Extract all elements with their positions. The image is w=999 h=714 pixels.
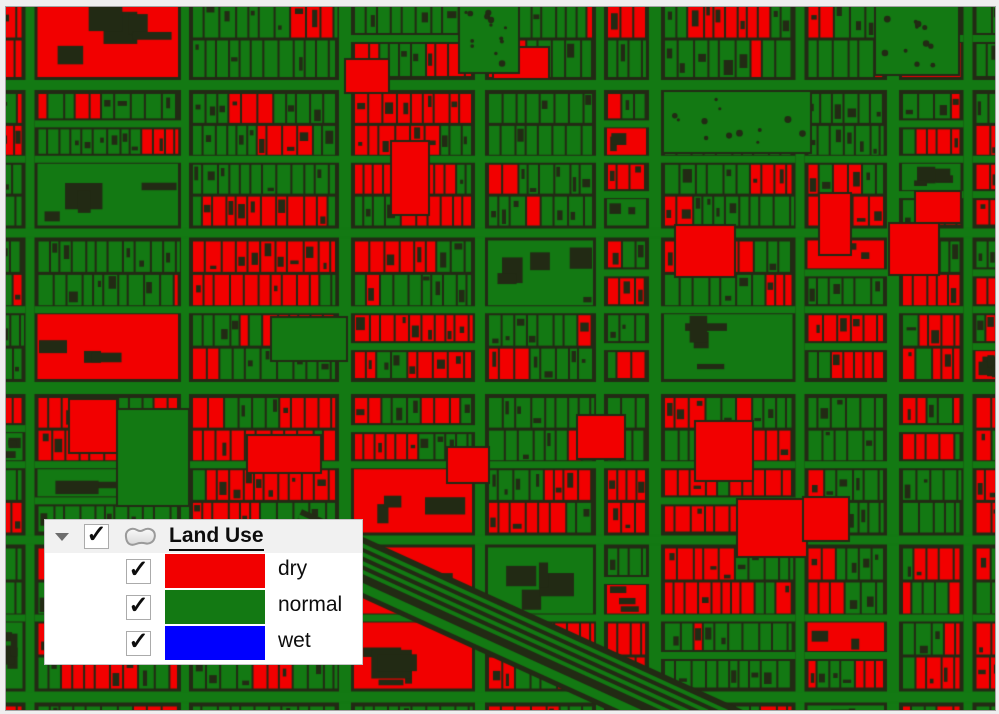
class-color-swatch[interactable]	[165, 626, 265, 660]
legend-row: ✓ dry	[45, 553, 362, 589]
class-label[interactable]: normal	[278, 593, 343, 616]
class-visibility-checkbox[interactable]: ✓	[126, 591, 151, 620]
class-color-swatch[interactable]	[165, 554, 265, 588]
layer-header-row[interactable]: ✓ Land Use	[45, 520, 362, 553]
legend-panel: ✓ Land Use ✓ dry	[44, 519, 363, 665]
class-visibility-checkbox[interactable]: ✓	[126, 555, 151, 584]
check-icon: ✓	[128, 627, 149, 655]
layer-visibility-checkbox[interactable]: ✓	[84, 520, 109, 549]
class-color-swatch[interactable]	[165, 590, 265, 624]
legend-class-list: ✓ dry ✓ normal ✓ wet	[45, 553, 362, 661]
layer-title[interactable]: Land Use	[169, 524, 264, 551]
class-label[interactable]: dry	[278, 557, 308, 580]
legend-row: ✓ wet	[45, 625, 362, 661]
check-icon: ✓	[128, 555, 149, 583]
class-label[interactable]: wet	[278, 629, 311, 652]
class-visibility-checkbox[interactable]: ✓	[126, 627, 151, 656]
check-icon: ✓	[128, 591, 149, 619]
collapse-arrow-icon[interactable]	[55, 533, 69, 541]
polygon-layer-icon	[121, 524, 159, 551]
check-icon: ✓	[86, 520, 107, 548]
legend-row: ✓ normal	[45, 589, 362, 625]
